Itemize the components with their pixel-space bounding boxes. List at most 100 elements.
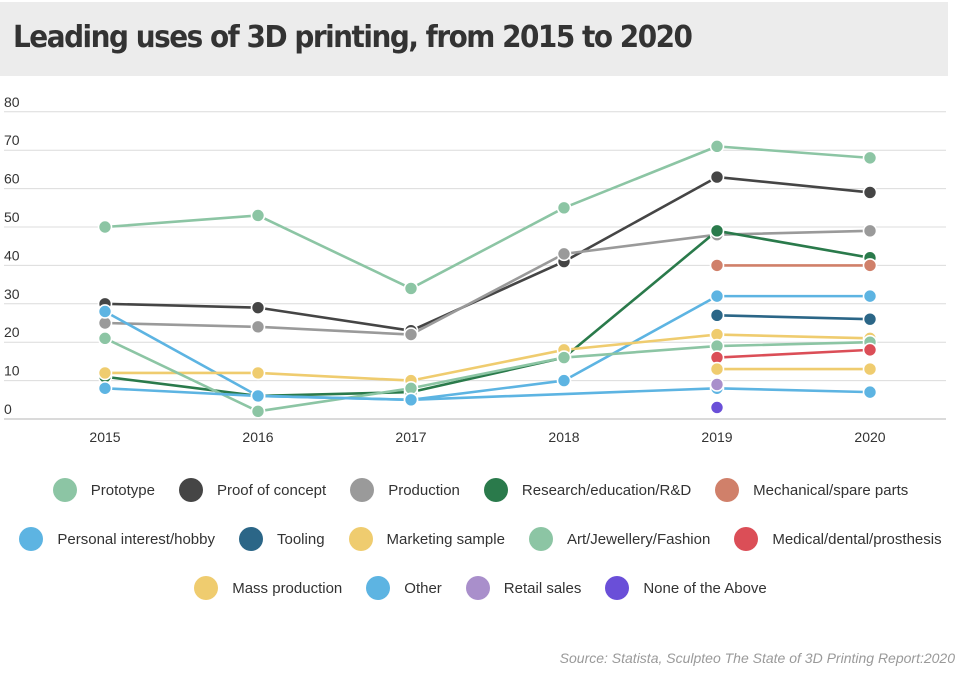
legend-swatch <box>465 576 490 600</box>
data-point-personal-interest-hobby <box>556 373 572 388</box>
legend-swatch <box>734 527 759 551</box>
legend-item-medical-dental-prosthesis[interactable]: Medical/dental/prosthesis <box>734 527 942 551</box>
data-point-mass-production <box>709 361 725 377</box>
series-line-marketing-sample <box>105 333 871 382</box>
legend-label: Tooling <box>277 530 325 548</box>
legend-swatch <box>605 576 630 600</box>
legend-label: Production <box>388 481 460 499</box>
data-point-research-education-r-d <box>709 223 725 239</box>
data-point-art-jewellery-fashion <box>97 331 113 346</box>
legend-swatch <box>239 527 263 551</box>
series-line-proof-of-concept <box>104 175 871 332</box>
legend-swatch <box>483 478 508 502</box>
legend-item-proof-of-concept[interactable]: Proof of concept <box>178 478 327 502</box>
legend-item-none-of-the-above[interactable]: None of the Above <box>605 576 767 600</box>
series-line-art-jewellery-fashion <box>104 337 871 413</box>
legend-label: Proof of concept <box>216 481 327 499</box>
data-point-proof-of-concept <box>862 185 878 200</box>
y-tick-label: 80 <box>4 94 20 110</box>
data-point-personal-interest-hobby <box>862 288 878 304</box>
data-point-production <box>862 223 878 239</box>
series-line-prototype <box>104 145 871 290</box>
legend-item-art-jewellery-fashion[interactable]: Art/Jewellery/Fashion <box>528 527 711 551</box>
legend-row: Prototype Proof of concept Production Resea… <box>0 478 961 502</box>
data-point-production <box>403 327 419 342</box>
x-tick-label: 2015 <box>89 429 120 445</box>
legend-swatch <box>52 478 77 502</box>
data-point-other <box>862 384 878 400</box>
chart-title: Leading uses of 3D printing, from 2015 t… <box>13 20 693 55</box>
data-point-prototype <box>709 139 725 154</box>
data-point-other <box>97 380 113 396</box>
legend-item-mass-production[interactable]: Mass production <box>194 576 342 600</box>
legend-label: Prototype <box>90 481 155 499</box>
data-point-art-jewellery-fashion <box>250 404 266 419</box>
legend-row: Mass production Other Retail sales None of … <box>0 576 961 600</box>
title-bar: Leading uses of 3D printing, from 2015 t… <box>0 2 948 76</box>
legend-item-other[interactable]: Other <box>366 576 442 600</box>
data-point-production <box>250 319 266 335</box>
legend-label: Art/Jewellery/Fashion <box>566 530 711 548</box>
legend-swatch <box>348 527 373 551</box>
legend-swatch <box>350 478 375 502</box>
data-point-production <box>556 246 572 262</box>
legend-item-marketing-sample[interactable]: Marketing sample <box>348 527 505 551</box>
data-point-prototype <box>862 150 878 166</box>
data-point-medical-dental-prosthesis <box>862 342 878 358</box>
legend-item-research-education-r-d[interactable]: Research/education/R&D <box>483 478 692 502</box>
data-point-mechanical-spare-parts <box>709 258 725 273</box>
legend-label: Retail sales <box>503 579 582 597</box>
data-point-mechanical-spare-parts <box>862 258 878 273</box>
legend-item-personal-interest-hobby[interactable]: Personal interest/hobby <box>19 527 215 551</box>
y-tick-label: 70 <box>4 132 20 148</box>
legend-row: Personal interest/hobby Tooling Marketing … <box>0 527 961 551</box>
y-tick-label: 40 <box>4 247 20 263</box>
data-point-prototype <box>97 219 113 235</box>
y-tick-label: 30 <box>4 286 20 302</box>
source-note: Source: Statista, Sculpteo The State of … <box>559 650 955 666</box>
y-tick-label: 10 <box>4 363 20 379</box>
legend-label: Other <box>404 579 442 597</box>
legend-swatch <box>528 527 553 551</box>
legend-label: None of the Above <box>643 579 767 597</box>
series-line-production <box>104 229 871 336</box>
data-point-proof-of-concept <box>709 169 725 185</box>
data-point-prototype <box>250 208 266 223</box>
y-tick-label: 60 <box>4 171 20 187</box>
legend-label: Mass production <box>232 579 343 597</box>
x-tick-label: 2016 <box>242 429 273 445</box>
legend-label: Marketing sample <box>386 530 505 548</box>
x-tick-label: 2018 <box>548 429 579 445</box>
data-point-retail-sales <box>709 377 725 392</box>
legend-item-mechanical-spare-parts[interactable]: Mechanical/spare parts <box>715 478 908 502</box>
legend-item-tooling[interactable]: Tooling <box>239 527 325 551</box>
data-point-proof-of-concept <box>250 300 266 315</box>
legend-item-retail-sales[interactable]: Retail sales <box>465 576 582 600</box>
data-point-tooling <box>862 311 878 327</box>
legend-swatch <box>178 478 203 502</box>
series-line-tooling <box>716 314 871 321</box>
legend-swatch <box>366 576 391 600</box>
series-line-research-education-r-d <box>104 229 871 398</box>
legend-swatch <box>19 527 44 551</box>
legend-label: Research/education/R&D <box>521 481 692 499</box>
data-point-prototype <box>403 281 419 296</box>
x-tick-label: 2020 <box>854 429 885 445</box>
x-tick-label: 2017 <box>395 429 426 445</box>
x-tick-label: 2019 <box>701 429 732 445</box>
series-line-medical-dental-prosthesis <box>716 348 871 359</box>
data-point-other <box>250 388 266 404</box>
data-point-art-jewellery-fashion <box>556 350 572 365</box>
data-point-mass-production <box>862 361 878 377</box>
data-point-marketing-sample <box>250 365 266 381</box>
line-chart: 0 10 20 30 40 50 60 70 80 2015 2016 2017 2018 2019 202… <box>4 94 946 445</box>
legend-item-prototype[interactable]: Prototype <box>52 478 155 502</box>
legend-item-production[interactable]: Production <box>350 478 460 502</box>
data-point-marketing-sample <box>97 365 113 381</box>
data-point-none-of-the-above <box>709 400 725 415</box>
y-tick-label: 0 <box>4 401 12 417</box>
data-point-personal-interest-hobby <box>97 304 113 319</box>
chart-legend: Prototype Proof of concept Production Resea… <box>0 478 961 625</box>
legend-label: Personal interest/hobby <box>57 530 215 548</box>
y-tick-label: 50 <box>4 209 20 225</box>
